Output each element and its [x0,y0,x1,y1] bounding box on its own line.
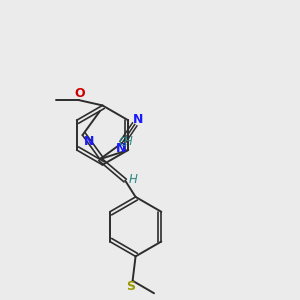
Text: S: S [126,280,135,292]
Text: H: H [129,173,138,187]
Text: H: H [124,135,133,148]
Text: C: C [118,136,126,149]
Text: N: N [84,135,94,148]
Text: O: O [75,87,86,100]
Text: N: N [116,142,126,155]
Text: N: N [133,112,143,126]
